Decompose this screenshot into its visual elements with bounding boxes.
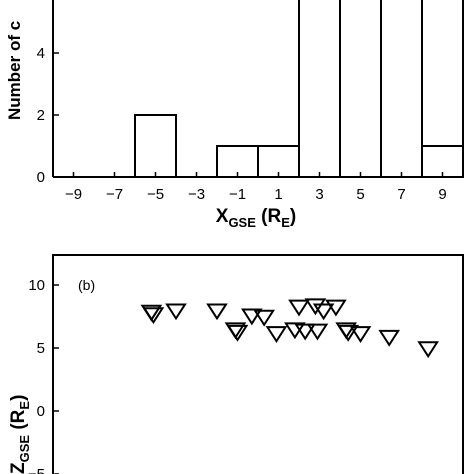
y-label-sub: GSE [17, 435, 32, 463]
scatter-y-tick-label: −5 [28, 466, 45, 474]
y-label-rest: (R [8, 409, 29, 435]
histogram-y-axis-label: Number of c [5, 21, 24, 120]
histogram-x-tick-label: 5 [356, 186, 364, 203]
scatter-panel-label: (b) [78, 277, 95, 293]
histogram-x-tick-label: 7 [397, 186, 405, 203]
scatter-point [349, 326, 372, 343]
scatter-panel: 0 5 10 −5 (b) ZGSE (RE) [8, 254, 464, 474]
histogram-y-tick-label: 4 [37, 45, 45, 62]
scatter-point [304, 298, 327, 316]
scatter-point [253, 309, 275, 327]
histogram-x-tick-labels: −9 −7 −5 −3 −1 1 3 5 7 9 [65, 186, 447, 203]
histogram-bar [380, 0, 423, 178]
scatter-y-tick-label: 0 [37, 403, 45, 420]
histogram-x-tick-label: −7 [106, 186, 123, 203]
y-label-close: ) [8, 395, 29, 401]
scatter-point [265, 326, 288, 343]
x-label-main: X [216, 206, 229, 227]
histogram-x-tick-label: −5 [147, 186, 164, 203]
scatter-axes [52, 254, 464, 474]
x-label-sub2: E [281, 215, 290, 230]
x-label-close: ) [290, 206, 296, 227]
y-label-main: Z [8, 462, 29, 474]
scatter-point [337, 324, 360, 342]
scatter-points [140, 298, 439, 359]
histogram-bar [298, 0, 341, 178]
histogram-x-axis-label: XGSE (RE) [216, 206, 296, 230]
x-label-sub: GSE [228, 215, 256, 230]
histogram-bar [134, 114, 177, 178]
histogram-x-tick-label: −9 [65, 186, 82, 203]
scatter-y-axis-label: ZGSE (RE) [8, 395, 32, 474]
histogram-panel: −9 −7 −5 −3 −1 1 3 5 7 9 0 2 4 Number of c XGSE (RE… [5, 0, 464, 230]
y-label-sub2: E [17, 401, 32, 410]
scatter-point [378, 329, 401, 347]
histogram-y-tick-labels: 0 2 4 [37, 45, 45, 186]
histogram-x-tick-label: −3 [188, 186, 205, 203]
histogram-x-tick-label: 1 [274, 186, 282, 203]
scatter-y-tick-label: 5 [37, 340, 45, 357]
histogram-y-tick-label: 2 [37, 107, 45, 124]
scatter-point [306, 323, 329, 341]
scatter-plot-frame [52, 254, 464, 474]
scatter-point [165, 303, 187, 321]
scatter-point [241, 308, 263, 326]
histogram-bar [339, 0, 382, 178]
scatter-point [288, 299, 310, 317]
scatter-point [294, 323, 316, 341]
scatter-point [312, 303, 335, 321]
histogram-x-tick-label: −1 [229, 186, 246, 203]
histogram-bars [134, 0, 464, 178]
scatter-y-tick-label: 10 [28, 277, 45, 294]
histogram-x-tick-label: 9 [438, 186, 446, 203]
scatter-point [142, 307, 165, 325]
scatter-point [417, 341, 439, 359]
histogram-x-tick-label: 3 [315, 186, 323, 203]
scatter-point [226, 324, 249, 342]
histogram-y-tick-label: 0 [37, 169, 45, 186]
scatter-y-tick-labels: 0 5 10 −5 [28, 277, 45, 474]
scatter-point [206, 303, 228, 321]
scatter-point [325, 299, 347, 317]
histogram-axes [52, 0, 464, 178]
x-label-rest: (R [256, 206, 282, 227]
